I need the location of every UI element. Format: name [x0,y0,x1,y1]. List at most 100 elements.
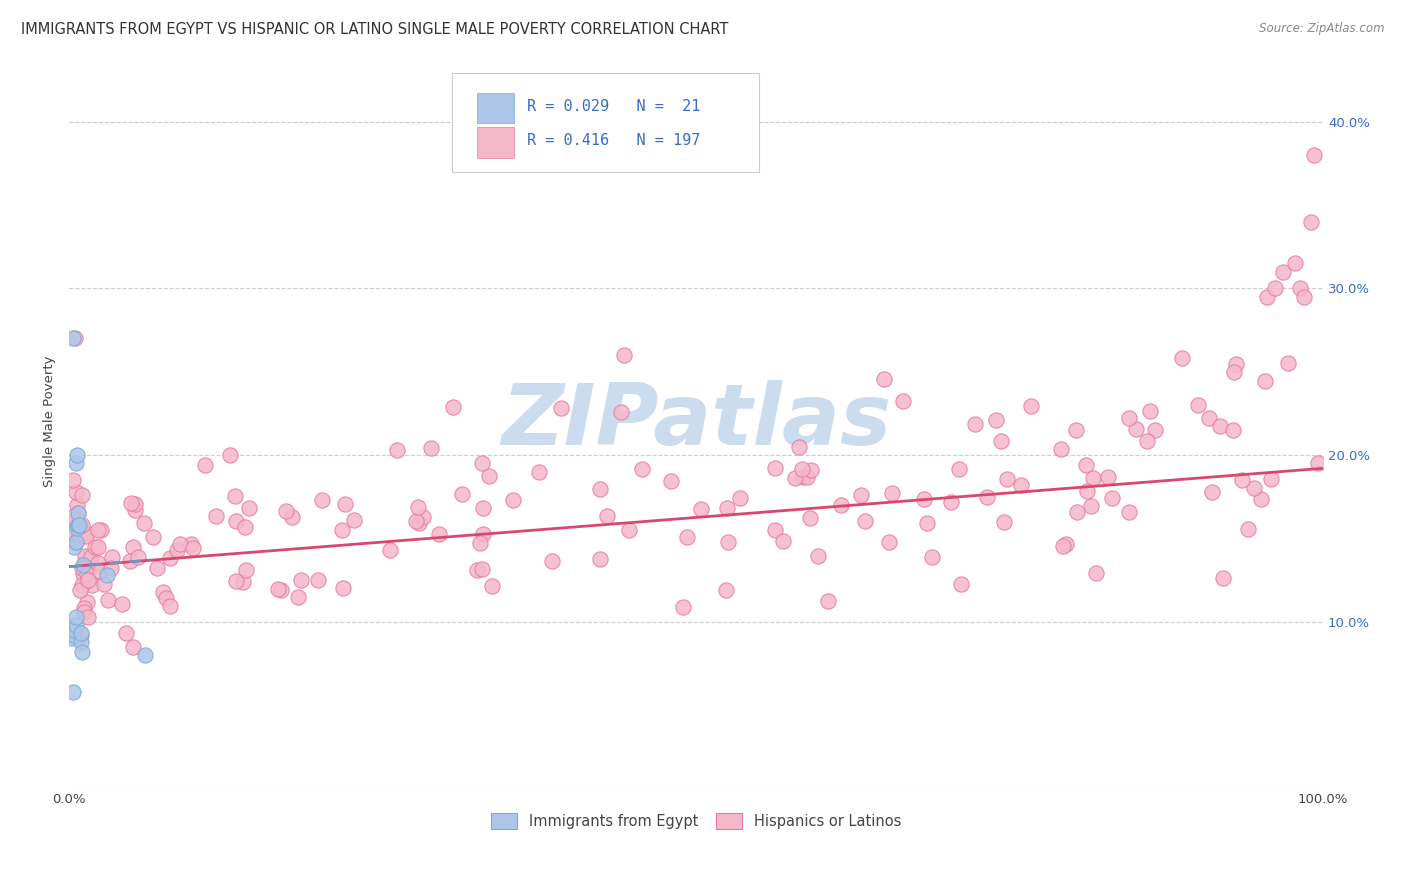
Point [1050,442,1073,456]
Point [1136,434,1159,448]
Point [60,632,83,646]
Point [233,520,256,534]
Point [65,534,87,549]
Point [817,594,839,608]
Point [1118,411,1140,425]
Point [1171,351,1194,365]
FancyBboxPatch shape [477,127,515,158]
Point [73,557,96,571]
Point [218,449,240,463]
Point [67,523,90,537]
Point [66,518,89,533]
Point [412,509,434,524]
FancyBboxPatch shape [451,73,759,172]
Point [333,497,356,511]
Point [69,582,91,597]
Point [716,500,738,515]
Point [1187,398,1209,412]
Text: IMMIGRANTS FROM EGYPT VS HISPANIC OR LATINO SINGLE MALE POVERTY CORRELATION CHAR: IMMIGRANTS FROM EGYPT VS HISPANIC OR LAT… [21,22,728,37]
Point [332,523,354,537]
Point [912,492,935,507]
Point [72,558,94,572]
Point [343,513,366,527]
Point [155,591,177,606]
Point [124,503,146,517]
Point [717,535,740,549]
Point [72,560,94,574]
Point [1076,484,1098,499]
Point [689,501,711,516]
Point [1223,365,1246,379]
Point [1209,419,1232,434]
Point [1264,281,1286,295]
Point [83,540,105,554]
Point [63,623,86,637]
Point [232,575,254,590]
Point [1254,374,1277,388]
Point [1052,539,1074,553]
Point [765,460,787,475]
Point [93,576,115,591]
Point [1230,473,1253,487]
Point [76,567,98,582]
Point [67,506,90,520]
Point [1299,215,1322,229]
Point [80,549,103,564]
Point [468,536,491,550]
Point [80,578,103,592]
Point [1306,456,1329,470]
Point [1284,256,1306,270]
Point [849,488,872,502]
Point [471,501,494,516]
Point [73,549,96,563]
Point [122,540,145,554]
Point [799,511,821,525]
Point [238,501,260,516]
Point [1064,423,1087,437]
Point [675,530,697,544]
Point [1139,404,1161,418]
Point [72,566,94,581]
Point [541,554,564,568]
Point [290,573,312,587]
Point [122,640,145,654]
Point [1081,470,1104,484]
Point [796,470,818,484]
Point [65,484,87,499]
Point [124,497,146,511]
Point [77,573,100,587]
Point [1277,356,1299,370]
Point [97,593,120,607]
Point [408,500,430,515]
Point [67,518,90,533]
Point [110,597,132,611]
Point [120,495,142,509]
Point [73,605,96,619]
Point [471,562,494,576]
Point [70,628,93,642]
Point [67,518,90,533]
Point [65,618,87,632]
Point [224,490,246,504]
Point [787,440,810,454]
Point [205,509,228,524]
Point [1144,423,1167,437]
Legend: Immigrants from Egypt, Hispanics or Latinos: Immigrants from Egypt, Hispanics or Lati… [484,805,908,836]
Point [67,506,90,520]
Point [1085,566,1108,581]
Point [610,405,633,419]
Point [550,401,572,416]
Text: ZIPatlas: ZIPatlas [501,380,891,463]
Point [1256,290,1278,304]
Point [873,372,896,386]
Point [142,530,165,544]
Point [90,523,112,537]
Point [1271,265,1294,279]
Point [949,577,972,591]
Point [763,523,786,537]
Point [716,583,738,598]
Point [1212,571,1234,585]
Point [159,551,181,566]
Point [853,514,876,528]
FancyBboxPatch shape [477,93,515,123]
